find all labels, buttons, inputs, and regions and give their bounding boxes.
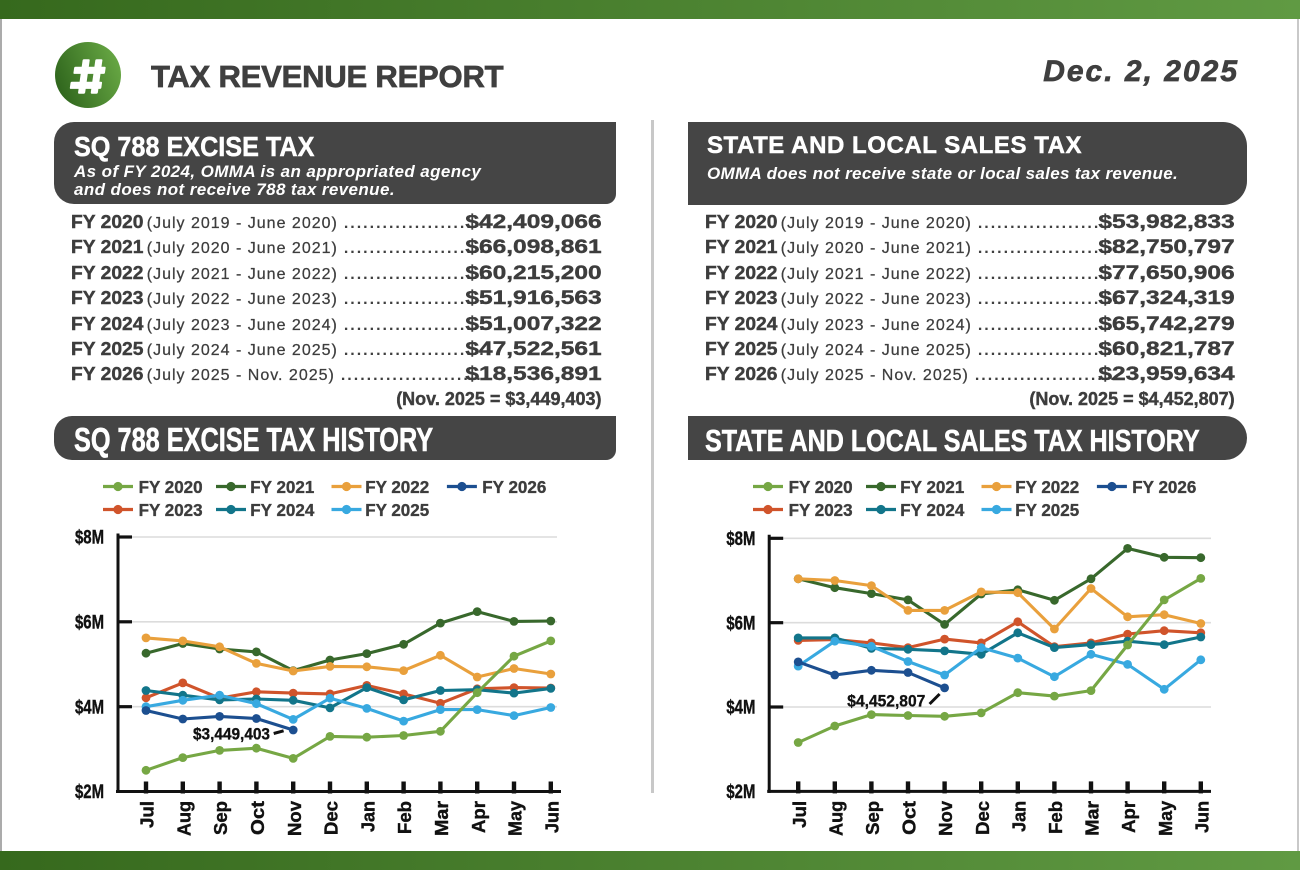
svg-text:$4M: $4M — [75, 697, 104, 718]
svg-text:Mar: Mar — [432, 801, 452, 836]
svg-text:Nov: Nov — [936, 801, 956, 836]
svg-text:FY 2023: FY 2023 — [139, 500, 203, 520]
svg-text:Apr: Apr — [1119, 801, 1139, 833]
svg-text:FY 2025: FY 2025 — [1015, 500, 1079, 520]
svg-text:FY 2020: FY 2020 — [789, 477, 853, 497]
svg-text:May: May — [1156, 801, 1176, 836]
svg-text:$2M: $2M — [75, 782, 104, 803]
svg-text:Nov: Nov — [285, 801, 305, 836]
svg-text:Sep: Sep — [863, 801, 883, 835]
svg-text:Apr: Apr — [469, 801, 489, 833]
svg-text:Mar: Mar — [1083, 801, 1103, 836]
svg-text:Oct: Oct — [900, 801, 920, 835]
svg-text:$8M: $8M — [75, 528, 104, 549]
svg-text:FY 2023: FY 2023 — [789, 500, 853, 520]
svg-text:Jan: Jan — [358, 801, 378, 832]
svg-text:Jan: Jan — [1009, 801, 1029, 832]
svg-text:Jun: Jun — [542, 801, 562, 833]
svg-text:FY 2022: FY 2022 — [1015, 477, 1079, 497]
svg-text:FY 2020: FY 2020 — [139, 477, 203, 497]
svg-text:Jul: Jul — [138, 801, 158, 828]
svg-text:$2M: $2M — [726, 782, 755, 803]
svg-text:Feb: Feb — [395, 801, 415, 834]
svg-text:$4,452,807: $4,452,807 — [847, 692, 925, 710]
svg-text:$8M: $8M — [726, 529, 755, 550]
svg-text:$4M: $4M — [726, 698, 755, 719]
svg-text:FY 2026: FY 2026 — [1132, 477, 1196, 497]
svg-text:Dec: Dec — [322, 801, 342, 835]
svg-text:$3,449,403: $3,449,403 — [193, 726, 270, 744]
svg-text:Jul: Jul — [790, 801, 810, 828]
svg-text:FY 2021: FY 2021 — [250, 477, 314, 497]
svg-text:FY 2026: FY 2026 — [482, 477, 546, 497]
svg-text:Feb: Feb — [1046, 801, 1066, 834]
svg-text:Oct: Oct — [248, 801, 268, 835]
svg-text:Dec: Dec — [973, 801, 993, 835]
svg-text:FY 2022: FY 2022 — [365, 477, 429, 497]
svg-text:May: May — [506, 801, 526, 836]
svg-text:FY 2024: FY 2024 — [900, 500, 964, 520]
svg-text:Sep: Sep — [211, 801, 231, 835]
svg-text:Aug: Aug — [826, 801, 846, 836]
svg-text:FY 2025: FY 2025 — [365, 500, 429, 520]
svg-text:Aug: Aug — [174, 801, 194, 836]
svg-text:Jun: Jun — [1192, 801, 1212, 833]
svg-text:FY 2021: FY 2021 — [900, 477, 964, 497]
svg-text:FY 2024: FY 2024 — [250, 500, 314, 520]
svg-text:$6M: $6M — [75, 613, 104, 634]
svg-text:$6M: $6M — [726, 613, 755, 634]
